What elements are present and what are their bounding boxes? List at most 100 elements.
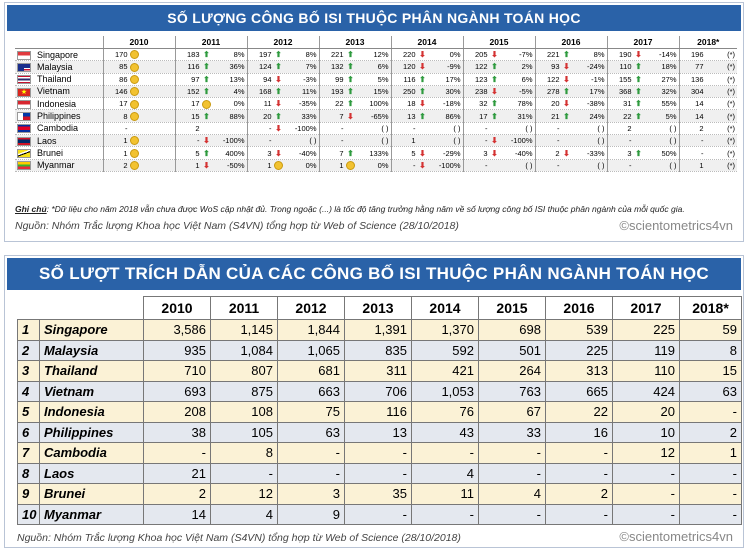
publication-count: 1 [699, 160, 704, 170]
publication-cell: 221 ⬆ 8% [534, 48, 607, 62]
year-header: 2017 [606, 36, 679, 49]
cell-content: 304 (*) [682, 87, 735, 96]
citation-count: 1,370 [411, 319, 479, 341]
cell-content: 120 ⬇ -9% [394, 62, 461, 71]
indicator [272, 161, 286, 171]
cell-content: - ( ) [466, 124, 533, 133]
year-header: 2016 [534, 36, 607, 49]
cell-content: 14 (*) [682, 111, 735, 121]
publication-cell: 1 ⬇ -50% [174, 159, 247, 172]
citation-count: 8 [210, 442, 278, 464]
publication-count: 2 [555, 148, 560, 158]
publication-cell: - ⬇ -100% [390, 159, 463, 172]
publications-title: SỐ LƯỢNG CÔNG BỐ ISI THUỘC PHÂN NGÀNH TO… [7, 5, 741, 31]
growth-rate: (*) [727, 123, 735, 133]
publication-cell: 18 ⬇ -18% [390, 97, 463, 111]
publication-cell: 110 ⬆ 18% [606, 60, 679, 74]
publication-cell: 190 ⬇ -14% [606, 48, 679, 62]
publication-cell: 77 (*) [678, 60, 737, 74]
publication-count: 368 [618, 87, 632, 97]
arrow-up-icon: ⬆ [203, 148, 210, 158]
growth-rate: 27% [661, 74, 677, 84]
country-name: Singapore [37, 49, 79, 60]
publication-count: 3 [627, 148, 632, 158]
growth-rate: 32% [661, 87, 677, 97]
cell-content: 1 0% [250, 161, 317, 171]
country-cell: Laos [15, 134, 103, 148]
growth-rate: 30% [445, 87, 461, 97]
citation-count: 264 [478, 360, 546, 382]
citation-count: - [679, 483, 742, 505]
rank-cell: 3 [17, 360, 40, 382]
publication-count: 17 [479, 111, 488, 121]
publication-count: 123 [474, 74, 488, 84]
cell-content: 2 ⬇ -33% [538, 148, 604, 158]
arrow-down-icon: ⬇ [563, 62, 570, 72]
country-cell: Indonesia [15, 97, 103, 111]
citation-count: 539 [545, 319, 613, 341]
rank-cell: 5 [17, 401, 40, 423]
cell-content: 13 ⬆ 86% [394, 112, 460, 121]
publication-cell: 368 ⬆ 32% [606, 85, 679, 99]
arrow-up-icon: ⬆ [491, 99, 498, 109]
arrow-down-icon: ⬇ [275, 123, 282, 133]
publications-row: Thailand 86 97 ⬆ 13% 94 ⬇ -3% 99 ⬆ 5% 116 ⬆ 17% 123 ⬆ 6%… [15, 73, 737, 86]
growth-rate: (*) [727, 111, 735, 121]
citation-count: 108 [210, 401, 278, 423]
cell-content: 122 ⬆ 2% [466, 62, 533, 71]
growth-rate: (*) [727, 160, 735, 170]
arrow-down-icon: ⬇ [419, 99, 426, 109]
citation-count: 14 [143, 503, 211, 525]
publication-cell: 2 ( ) [606, 122, 679, 136]
publication-count: 15 [191, 111, 200, 121]
publication-count: 86 [119, 74, 128, 84]
citations-header-row: 2010 2011 2012 2013 2014 2015 2016 2017 2018* [17, 296, 742, 320]
country-cell: Brunei [15, 146, 103, 160]
citation-count: - [344, 442, 412, 464]
growth-rate: (*) [727, 136, 735, 146]
growth-rate: 8% [305, 50, 317, 60]
no-change-icon [274, 161, 283, 171]
cell-content: - (*) [682, 136, 735, 146]
publication-count: 22 [335, 99, 344, 109]
cell-content: 7 ⬆ 133% [322, 149, 388, 158]
citation-count: - [679, 462, 742, 484]
publication-cell: 22 ⬆ 5% [606, 109, 679, 123]
publications-row: Malaysia 85 116 ⬆ 36% 124 ⬆ 7% 132 ⬆ 6% 120 ⬇ -9% 122 ⬆… [15, 60, 737, 74]
citation-count: 21 [143, 462, 211, 484]
growth-rate: 50% [661, 148, 677, 158]
rank-cell: 8 [17, 462, 40, 484]
arrow-up-icon: ⬆ [275, 87, 282, 97]
cell-content: - [106, 124, 173, 133]
country-name: Thailand [39, 360, 144, 382]
cell-content: 1 [106, 136, 173, 146]
publication-cell: 1 0% [318, 159, 391, 172]
cell-content: 22 ⬆ 100% [322, 99, 388, 109]
citation-count: - [143, 442, 211, 464]
publication-count: 3 [267, 148, 272, 158]
publication-count: 2 [627, 123, 632, 133]
arrow-down-icon: ⬇ [563, 148, 570, 158]
publication-cell: - ( ) [606, 159, 679, 172]
cell-content: - ( ) [610, 136, 677, 145]
arrow-down-icon: ⬇ [419, 50, 426, 60]
publication-cell: 5 ⬆ 400% [174, 146, 247, 160]
year-header: 2016 [545, 296, 613, 320]
country-cell: Thailand [15, 73, 103, 86]
country-name: Singapore [39, 319, 144, 341]
indicator [128, 136, 142, 146]
publication-count: 122 [546, 74, 560, 84]
cell-content: 99 ⬆ 5% [322, 75, 388, 84]
year-header: 2015 [462, 36, 535, 49]
indicator [128, 111, 142, 121]
cell-content: 20 ⬆ 33% [250, 112, 316, 121]
publication-count: - [629, 136, 632, 146]
cell-content: 1 (*) [682, 160, 735, 170]
brunei-flag-icon [17, 149, 31, 159]
growth-rate: -7% [519, 50, 533, 60]
publications-brand: ©scientometrics4vn [619, 218, 733, 233]
publication-cell: 86 [102, 73, 175, 86]
cell-content: 205 ⬇ -7% [466, 50, 533, 59]
myanmar-flag-icon [17, 161, 31, 171]
citation-count: 75 [277, 401, 345, 423]
